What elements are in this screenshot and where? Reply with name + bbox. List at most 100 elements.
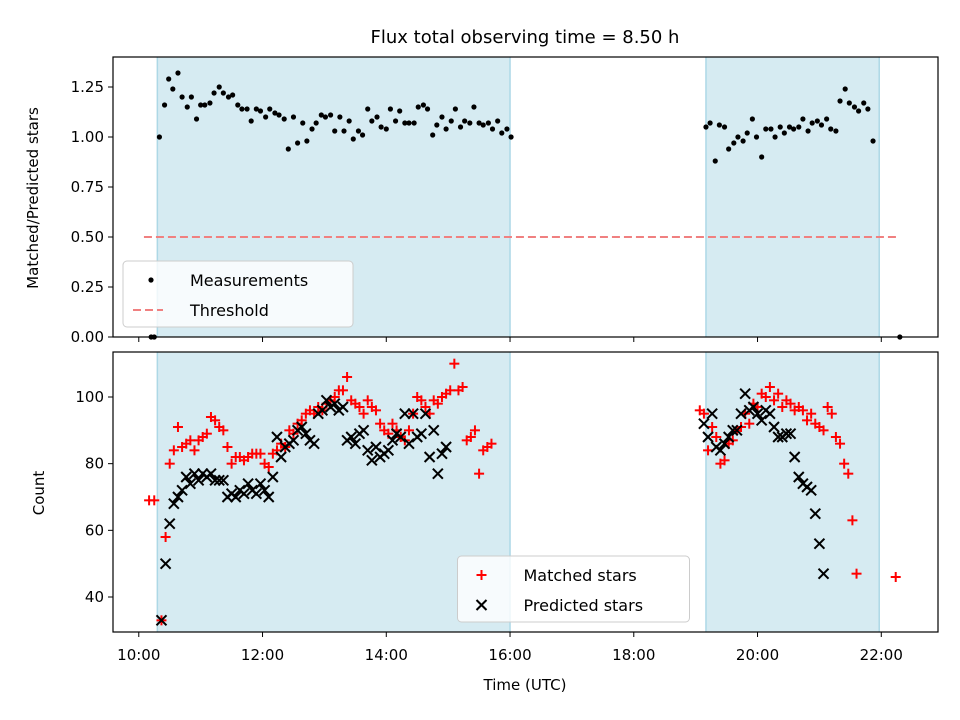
predicted-star-point: [739, 387, 751, 400]
measurement-point: [239, 106, 245, 112]
predicted-star-mark: [345, 431, 357, 443]
predicted-star-point: [395, 431, 407, 443]
predicted-star-point: [370, 441, 382, 453]
predicted-star-mark: [809, 507, 821, 520]
measurement-point: [225, 94, 232, 100]
measurement-point: [731, 140, 737, 146]
matched-star-point: [375, 418, 386, 429]
predicted-star-point: [176, 484, 188, 497]
predicted-star-point: [788, 451, 801, 463]
measurement-point: [383, 126, 389, 132]
predicted-star-point: [250, 487, 263, 500]
measurement-point: [763, 126, 769, 132]
measurement-point: [374, 114, 380, 120]
measurement-point: [156, 134, 163, 140]
predicted-star-mark: [320, 394, 333, 407]
measurement-point: [424, 106, 431, 112]
predicted-star-mark: [735, 407, 747, 420]
legend-marker-predicted: [475, 599, 488, 611]
predicted-star-mark: [423, 451, 436, 463]
measurement-point: [300, 120, 306, 126]
measurement-point: [309, 126, 315, 132]
y-tick-label: 1.00: [71, 128, 104, 146]
x-tick-label: 10:00: [117, 646, 160, 664]
predicted-star-point: [432, 467, 444, 480]
predicted-star-point: [755, 414, 768, 427]
matched-star-point: [830, 432, 841, 442]
measurement-point: [276, 112, 282, 118]
predicted-star-point: [727, 424, 739, 437]
panel-ratio: 0.00 0.25 0.50 0.75 1.00 1.25 Measurements Thre…: [71, 56, 939, 346]
measurement-point: [833, 128, 839, 134]
measurement-point: [392, 118, 399, 124]
measurement-point: [800, 116, 806, 122]
predicted-star-mark: [722, 431, 735, 443]
measurement-point: [504, 126, 510, 132]
matched-star-point: [703, 445, 714, 456]
predicted-star-mark: [205, 467, 217, 480]
measurement-point: [184, 104, 190, 110]
bottom-y-axis-label: Count: [30, 471, 48, 516]
measurement-point: [220, 90, 226, 96]
measurement-point: [188, 94, 194, 100]
measurement-point: [471, 104, 477, 110]
measurement-point: [721, 124, 728, 130]
measurement-point: [434, 122, 440, 128]
predicted-star-mark: [386, 434, 399, 447]
predicted-star-point: [805, 484, 817, 497]
matched-star-point: [337, 385, 348, 396]
matched-star-point: [711, 432, 722, 442]
x-axis-label: Time (UTC): [483, 676, 567, 694]
predicted-star-mark: [263, 491, 275, 503]
predicted-star-point: [731, 424, 743, 437]
predicted-star-point: [345, 431, 357, 443]
y-tick-label: 1.25: [71, 78, 104, 96]
matched-star-point: [835, 438, 846, 449]
predicted-star-mark: [287, 434, 300, 447]
measurement-point: [452, 106, 458, 112]
predicted-star-point: [271, 431, 283, 443]
matched-star-point: [465, 432, 476, 442]
y-tick-label: 60: [85, 521, 104, 539]
predicted-star-point: [784, 427, 797, 440]
predicted-star-point: [366, 454, 378, 467]
y-tick-label: 80: [85, 455, 104, 473]
matched-star-point: [149, 495, 160, 506]
predicted-star-mark: [395, 431, 407, 443]
measurement-point: [457, 124, 464, 130]
predicted-star-mark: [432, 467, 444, 480]
predicted-star-point: [329, 397, 341, 410]
measurement-point: [703, 124, 709, 130]
x-tick-label: 22:00: [860, 646, 903, 664]
predicted-star-point: [316, 404, 329, 417]
measurement-point: [294, 140, 301, 146]
matched-star-point: [474, 468, 485, 479]
measurement-point: [489, 126, 496, 132]
measurement-point: [814, 118, 820, 124]
x-tick-label: 20:00: [736, 646, 779, 664]
y-tick-label: 0.00: [71, 328, 104, 346]
predicted-star-mark: [213, 474, 225, 487]
matched-star-point: [342, 372, 353, 382]
measurement-point: [207, 100, 213, 106]
measurement-point: [322, 114, 329, 120]
predicted-star-mark: [275, 451, 287, 463]
predicted-star-mark: [727, 424, 739, 437]
predicted-star-point: [349, 437, 362, 450]
matched-star-point: [160, 532, 171, 542]
predicted-star-point: [296, 421, 308, 433]
matched-star-point: [822, 402, 833, 412]
measurement-point: [777, 124, 783, 130]
predicted-star-mark: [813, 537, 826, 550]
legend: Measurements Threshold: [122, 260, 354, 328]
predicted-star-point: [242, 477, 254, 490]
measurement-point: [170, 86, 176, 92]
predicted-star-point: [172, 491, 184, 503]
predicted-star-mark: [768, 421, 780, 433]
predicted-star-point: [403, 437, 415, 450]
predicted-star-point: [164, 517, 176, 530]
measurement-point: [851, 104, 858, 110]
matched-star-point: [168, 445, 179, 456]
measurement-point: [837, 98, 843, 104]
predicted-star-mark: [230, 491, 242, 503]
